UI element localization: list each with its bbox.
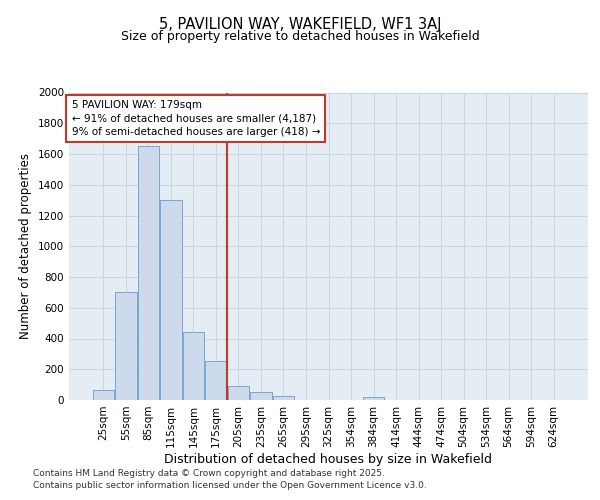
Text: Contains public sector information licensed under the Open Government Licence v3: Contains public sector information licen…: [33, 481, 427, 490]
Text: Contains HM Land Registry data © Crown copyright and database right 2025.: Contains HM Land Registry data © Crown c…: [33, 468, 385, 477]
Bar: [182, 332, 204, 400]
Text: 5, PAVILION WAY, WAKEFIELD, WF1 3AJ: 5, PAVILION WAY, WAKEFIELD, WF1 3AJ: [159, 18, 441, 32]
Bar: [205, 361, 227, 400]
Bar: [115, 292, 137, 400]
Bar: [228, 386, 249, 400]
Bar: [250, 392, 272, 400]
Bar: [363, 397, 384, 400]
Y-axis label: Number of detached properties: Number of detached properties: [19, 153, 32, 339]
X-axis label: Distribution of detached houses by size in Wakefield: Distribution of detached houses by size …: [164, 452, 493, 466]
Text: 5 PAVILION WAY: 179sqm
← 91% of detached houses are smaller (4,187)
9% of semi-d: 5 PAVILION WAY: 179sqm ← 91% of detached…: [71, 100, 320, 136]
Text: Size of property relative to detached houses in Wakefield: Size of property relative to detached ho…: [121, 30, 479, 43]
Bar: [92, 390, 114, 400]
Bar: [273, 396, 294, 400]
Bar: [160, 200, 182, 400]
Bar: [137, 146, 159, 400]
